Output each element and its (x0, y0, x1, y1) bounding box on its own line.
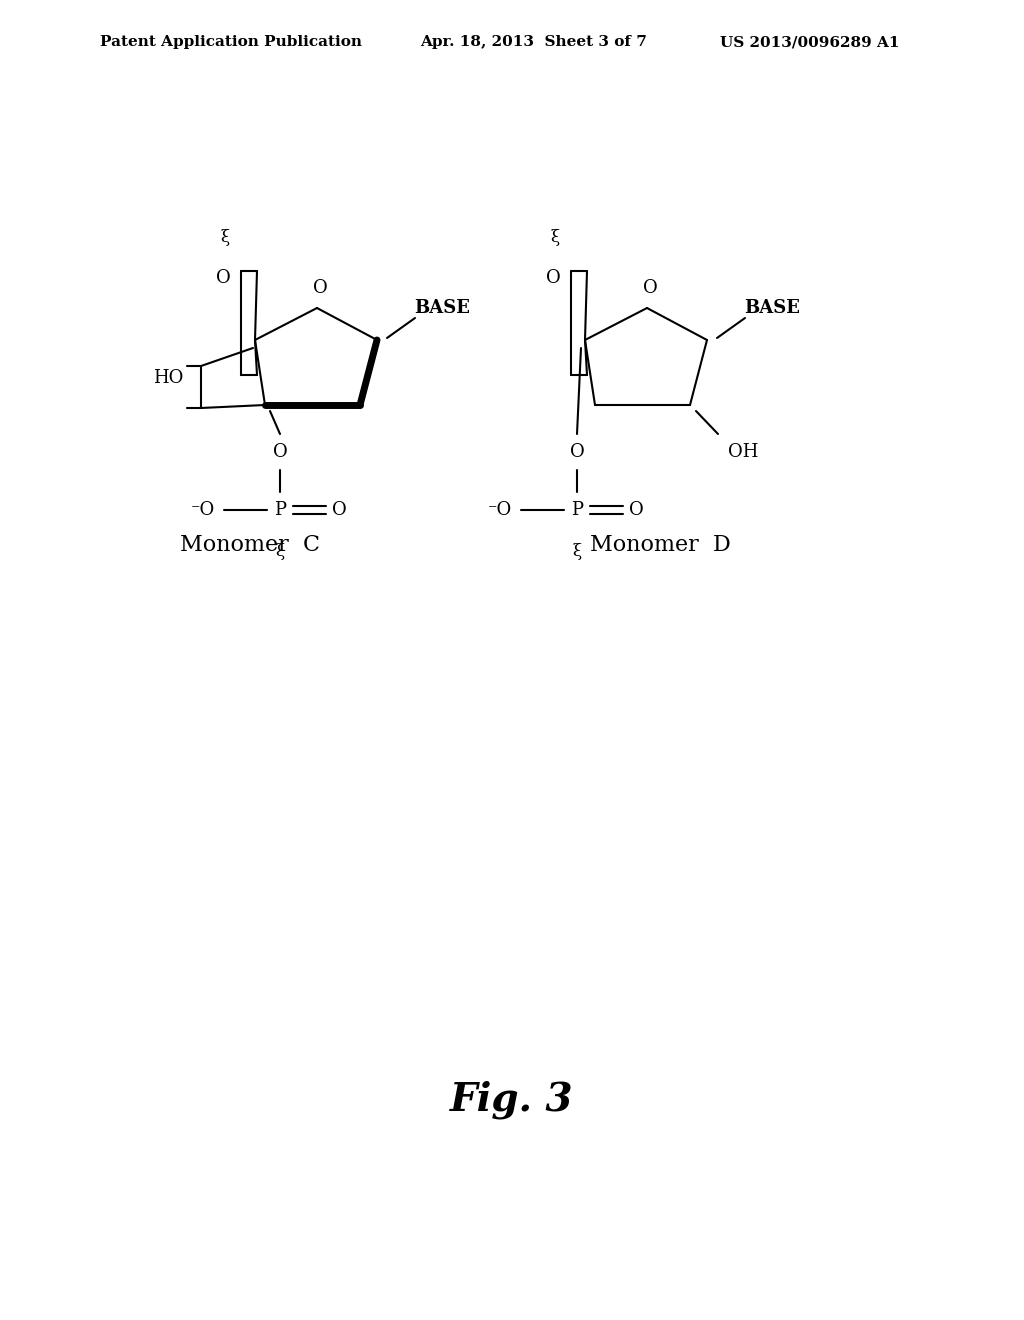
Text: O: O (629, 502, 643, 519)
Text: P: P (274, 502, 286, 519)
Text: P: P (571, 502, 583, 519)
Text: ⁻O: ⁻O (487, 502, 512, 519)
Text: HO: HO (153, 370, 183, 387)
Text: BASE: BASE (744, 300, 800, 317)
Text: O: O (643, 279, 657, 297)
Text: Fig. 3: Fig. 3 (451, 1081, 573, 1119)
Text: ξ: ξ (551, 230, 559, 247)
Text: Apr. 18, 2013  Sheet 3 of 7: Apr. 18, 2013 Sheet 3 of 7 (420, 36, 647, 49)
Text: O: O (546, 269, 560, 286)
Text: O: O (272, 444, 288, 461)
Text: BASE: BASE (414, 300, 470, 317)
Text: Monomer  C: Monomer C (180, 535, 319, 556)
Text: ξ: ξ (275, 544, 285, 561)
Text: US 2013/0096289 A1: US 2013/0096289 A1 (720, 36, 899, 49)
Text: O: O (312, 279, 328, 297)
Text: Patent Application Publication: Patent Application Publication (100, 36, 362, 49)
Text: O: O (332, 502, 346, 519)
Text: ξ: ξ (572, 544, 582, 561)
Text: ⁻O: ⁻O (190, 502, 215, 519)
Text: O: O (216, 269, 230, 286)
Text: OH: OH (728, 444, 759, 461)
Text: O: O (569, 444, 585, 461)
Text: ξ: ξ (220, 230, 229, 247)
Text: Monomer  D: Monomer D (590, 535, 730, 556)
